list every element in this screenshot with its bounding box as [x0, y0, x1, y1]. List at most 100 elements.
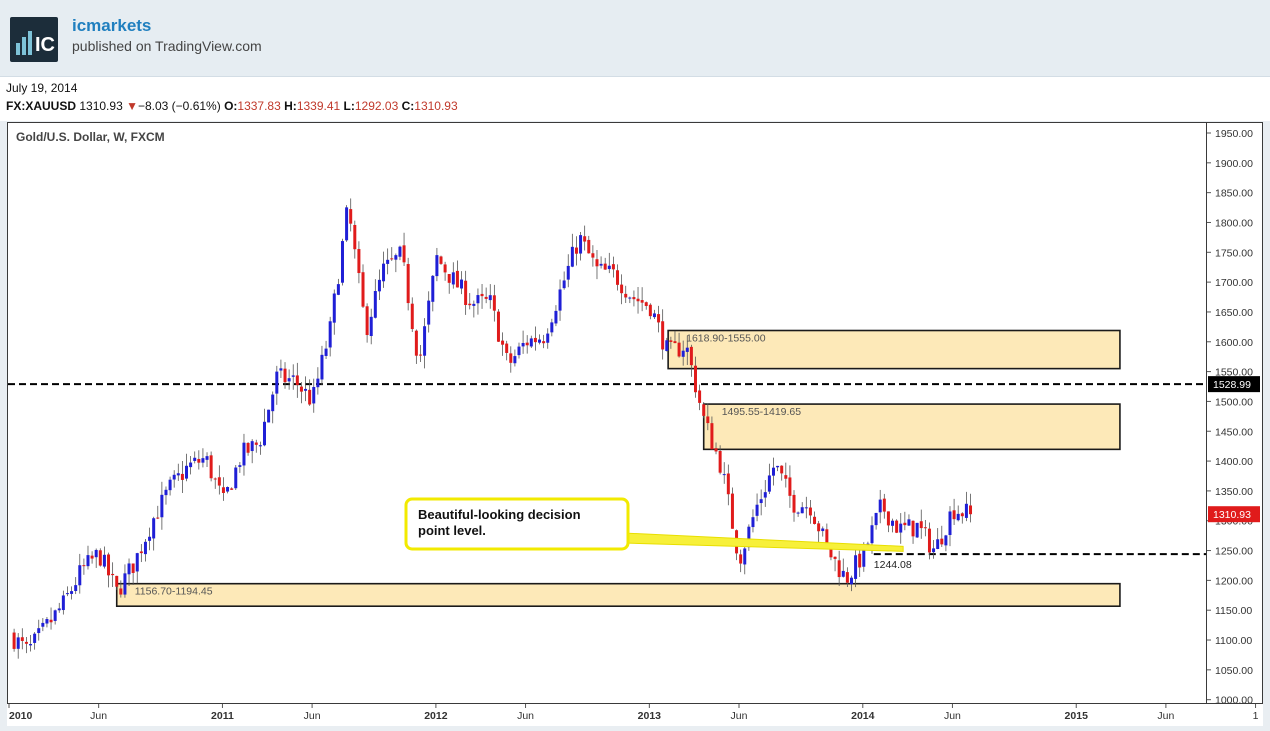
candle	[964, 491, 968, 522]
y-tick-label: 1600.00	[1215, 337, 1253, 349]
logo-text: IC	[35, 34, 55, 56]
candle	[164, 486, 168, 505]
candle	[800, 502, 804, 514]
candle-body	[792, 494, 796, 513]
candle-body	[730, 493, 734, 529]
candle	[160, 481, 164, 530]
candle-body	[821, 528, 825, 532]
candle-body	[246, 442, 250, 453]
candle	[636, 286, 640, 314]
candle-body	[414, 330, 418, 356]
candle-body	[316, 378, 320, 388]
candle	[710, 416, 714, 450]
candle	[41, 618, 45, 632]
candle	[316, 367, 320, 395]
candle-body	[431, 275, 435, 302]
candle-body	[923, 527, 927, 529]
candle	[291, 364, 295, 390]
candle	[874, 512, 878, 530]
candle	[644, 301, 648, 310]
candle-body	[439, 256, 443, 264]
candle-body	[332, 293, 336, 323]
candle-body	[751, 517, 755, 528]
candle-body	[291, 375, 295, 377]
candle	[940, 525, 944, 548]
candle	[131, 563, 135, 585]
candle	[328, 316, 332, 357]
candle-body	[657, 314, 661, 323]
candle-body	[164, 489, 168, 496]
candle-body	[427, 300, 431, 325]
candle-body	[636, 298, 640, 302]
candle	[817, 520, 821, 544]
chart-plot-area[interactable]: 1618.90-1555.00 1495.55-1419.65 1156.70-11…	[7, 122, 1207, 704]
candle-body	[899, 523, 903, 533]
candle-body	[661, 321, 665, 350]
candle-body	[932, 548, 936, 553]
candle	[332, 289, 336, 335]
candle-body	[271, 394, 275, 412]
candle-body	[205, 456, 209, 460]
candle	[546, 328, 550, 349]
low-value: 1292.03	[354, 99, 399, 113]
candle	[320, 345, 324, 386]
down-arrow-icon: ▼	[126, 99, 138, 113]
candle	[250, 439, 254, 464]
candle	[833, 556, 837, 572]
candle-body	[12, 632, 16, 649]
candle	[102, 546, 106, 569]
candle	[53, 609, 57, 625]
level-tag-text: 1528.99	[1213, 379, 1251, 391]
candle	[295, 362, 299, 398]
candle-body	[402, 245, 406, 263]
candle-body	[193, 457, 197, 461]
candle	[517, 342, 521, 359]
y-tick-label: 1800.00	[1215, 217, 1253, 229]
candle-body	[529, 338, 533, 347]
candle	[336, 278, 340, 296]
candle-body	[143, 541, 147, 555]
candle-body	[29, 644, 33, 646]
candle-body	[234, 467, 238, 489]
candle-body	[640, 300, 644, 303]
candle-body	[628, 297, 632, 299]
candle	[936, 528, 940, 550]
time-axis[interactable]: 2010 Jun 2011 Jun 2012 Jun 2013 Jun 2014 Jun 2015 J…	[7, 704, 1263, 726]
candle	[29, 635, 33, 652]
y-tick-label: 1700.00	[1215, 277, 1253, 289]
candle-body	[94, 549, 98, 558]
icmarkets-logo[interactable]: IC	[10, 17, 58, 62]
y-tick-label: 1750.00	[1215, 247, 1253, 259]
candle-body	[460, 279, 464, 289]
candle	[369, 308, 373, 345]
candle-body	[616, 270, 620, 285]
candle-body	[755, 504, 759, 516]
brand-link[interactable]: icmarkets	[72, 16, 152, 35]
candle-body	[451, 272, 455, 285]
candle	[525, 335, 529, 354]
candle-body	[550, 322, 554, 333]
candle	[45, 617, 49, 628]
candle-body	[603, 263, 607, 270]
candle	[304, 376, 308, 402]
candle-body	[464, 280, 468, 305]
candle	[123, 564, 127, 598]
candle	[624, 285, 628, 304]
candle	[484, 287, 488, 304]
candle-body	[780, 465, 784, 474]
candle-body	[148, 536, 152, 541]
close-value: 1310.93	[414, 99, 458, 113]
candle-body	[964, 503, 968, 518]
candle	[107, 552, 111, 588]
candle-body	[33, 633, 37, 643]
candle	[230, 487, 234, 490]
price-change: −8.03 (−0.61%)	[137, 99, 221, 113]
candle	[418, 345, 422, 363]
candle	[804, 496, 808, 519]
candle	[472, 300, 476, 318]
candle-body	[357, 249, 361, 274]
price-axis[interactable]: 1000.00 1050.00 1100.00 1150.00 1200.00 1250.…	[1207, 122, 1263, 707]
candle-body	[119, 588, 123, 595]
candle-body	[870, 525, 874, 544]
candle	[20, 628, 24, 650]
